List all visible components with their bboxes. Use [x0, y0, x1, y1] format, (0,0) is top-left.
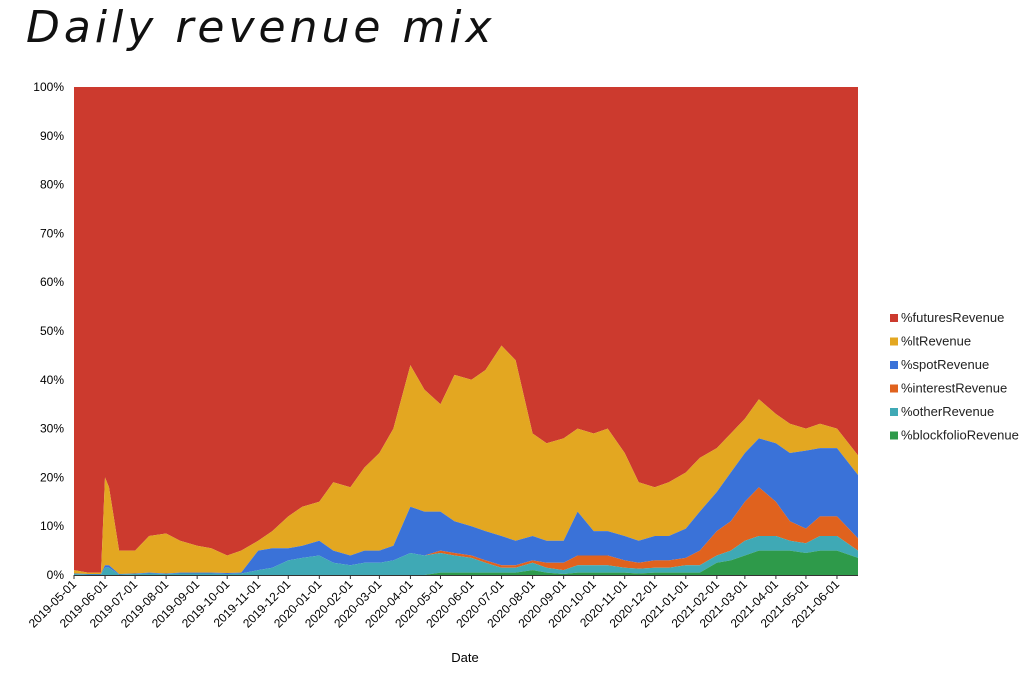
area-spotrevenue	[74, 438, 858, 575]
legend-label: %otherRevenue	[901, 404, 994, 419]
y-tick-label: 0%	[47, 568, 65, 582]
x-axis-title: Date	[451, 650, 478, 665]
legend: %futuresRevenue %ltRevenue %spotRevenue %in…	[890, 310, 1019, 443]
y-tick-label: 20%	[40, 470, 64, 484]
area-otherrevenue	[74, 536, 858, 575]
y-axis: 0% 10% 20% 30% 40% 50% 60% 70% 80% 90% 100%	[33, 80, 64, 582]
y-tick-label: 30%	[40, 422, 64, 436]
y-tick-label: 40%	[40, 373, 64, 387]
legend-label: %blockfolioRevenue	[901, 428, 1019, 443]
legend-label: %futuresRevenue	[901, 310, 1004, 325]
y-tick-label: 70%	[40, 226, 64, 240]
area-interestrevenue	[74, 487, 858, 575]
y-tick-label: 100%	[33, 80, 64, 94]
legend-swatch	[890, 384, 898, 393]
area-ltrevenue	[74, 345, 858, 574]
legend-label: %ltRevenue	[901, 334, 971, 349]
legend-swatch	[890, 314, 898, 322]
y-tick-label: 90%	[40, 129, 64, 143]
legend-swatch	[890, 361, 898, 369]
legend-swatch	[890, 337, 898, 346]
plot-areas	[74, 87, 858, 575]
legend-swatch	[890, 408, 898, 416]
y-tick-label: 10%	[40, 519, 64, 533]
legend-swatch	[890, 431, 898, 440]
area-futuresrevenue	[74, 87, 858, 573]
chart-title: Daily revenue mix	[26, 2, 496, 53]
y-tick-label: 50%	[40, 324, 64, 338]
x-axis: 2019-05-012019-06-012019-07-012019-08-01…	[26, 575, 858, 631]
y-tick-label: 80%	[40, 178, 64, 192]
legend-label: %interestRevenue	[901, 381, 1007, 396]
legend-label: %spotRevenue	[901, 357, 989, 372]
area-blockfoliorevenue	[74, 550, 858, 575]
y-tick-label: 60%	[40, 275, 64, 289]
